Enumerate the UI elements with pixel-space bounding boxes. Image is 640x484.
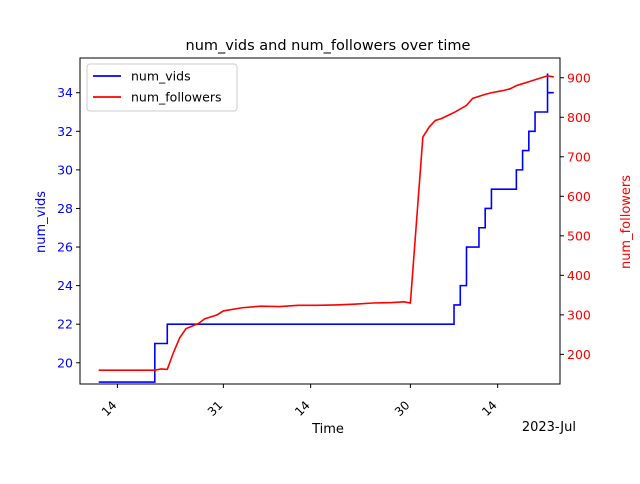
legend-box — [86, 63, 238, 112]
plot-frame — [79, 57, 561, 385]
plot-layer: 14 31 14 30 14202224262830323420030040050060… — [57, 57, 591, 419]
left-y-tick-label: 30 — [57, 162, 73, 177]
left-y-tick-label: 22 — [57, 317, 73, 332]
right-y-tick-label: 800 — [567, 110, 591, 125]
left-axis-label: num_vids — [34, 191, 49, 253]
right-y-tick-label: 900 — [567, 70, 591, 85]
x-offset-label: 2023-Jul — [522, 420, 576, 435]
left-y-tick-label: 32 — [57, 124, 73, 139]
left-y-tick-label: 28 — [57, 201, 73, 216]
x-axis-label: Time — [311, 422, 344, 437]
chart-title: num_vids and num_followers over time — [186, 38, 471, 54]
right-y-tick-label: 200 — [567, 347, 591, 362]
series-line-num-followers — [98, 74, 554, 371]
left-y-tick-label: 34 — [57, 85, 73, 100]
right-axis-label: num_followers — [619, 175, 634, 269]
left-y-tick-label: 20 — [57, 355, 73, 370]
right-y-tick-label: 400 — [567, 268, 591, 283]
right-y-tick-label: 500 — [567, 228, 591, 243]
right-y-tick-label: 700 — [567, 149, 591, 164]
legend-label: num_vids — [131, 69, 191, 84]
left-y-tick-label: 24 — [57, 278, 73, 293]
left-y-tick-label: 26 — [57, 240, 73, 255]
legend-label: num_followers — [131, 90, 221, 105]
series-line-num-vids — [98, 73, 554, 383]
right-y-tick-label: 300 — [567, 307, 591, 322]
right-y-tick-label: 600 — [567, 189, 591, 204]
